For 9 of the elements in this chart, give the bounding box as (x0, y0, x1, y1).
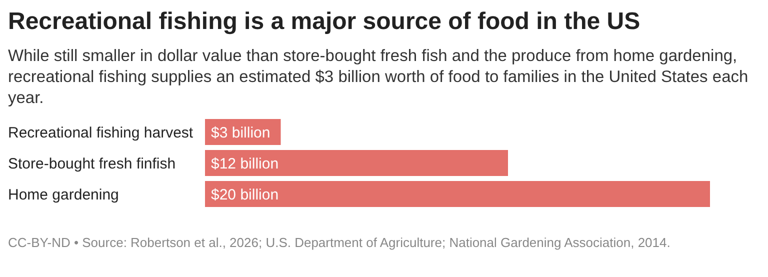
y-tick-label: Store-bought fresh finfish (8, 155, 176, 172)
y-tick-label: Home gardening (8, 186, 119, 204)
text: CC-BY-ND • Source: Robertson et al., 2026; U.S. Department of Agriculture; National Gardening Association, 2014. (8, 234, 672, 252)
data-label: $20 billion (211, 186, 279, 204)
data-label: $12 billion (211, 155, 279, 172)
data-label: $3 billion (211, 124, 270, 142)
y-tick-label: Recreational fishing harvest (8, 124, 194, 142)
chart-subtitle: While still smaller in dollar value than store-bought fresh fish and the produce from home gardening, recreational fishing supplies an estimated $3 billion worth of food to families in the United States each year. (8, 46, 750, 109)
chart-title: Recreational fishing is a major source of food in the US (8, 8, 642, 36)
